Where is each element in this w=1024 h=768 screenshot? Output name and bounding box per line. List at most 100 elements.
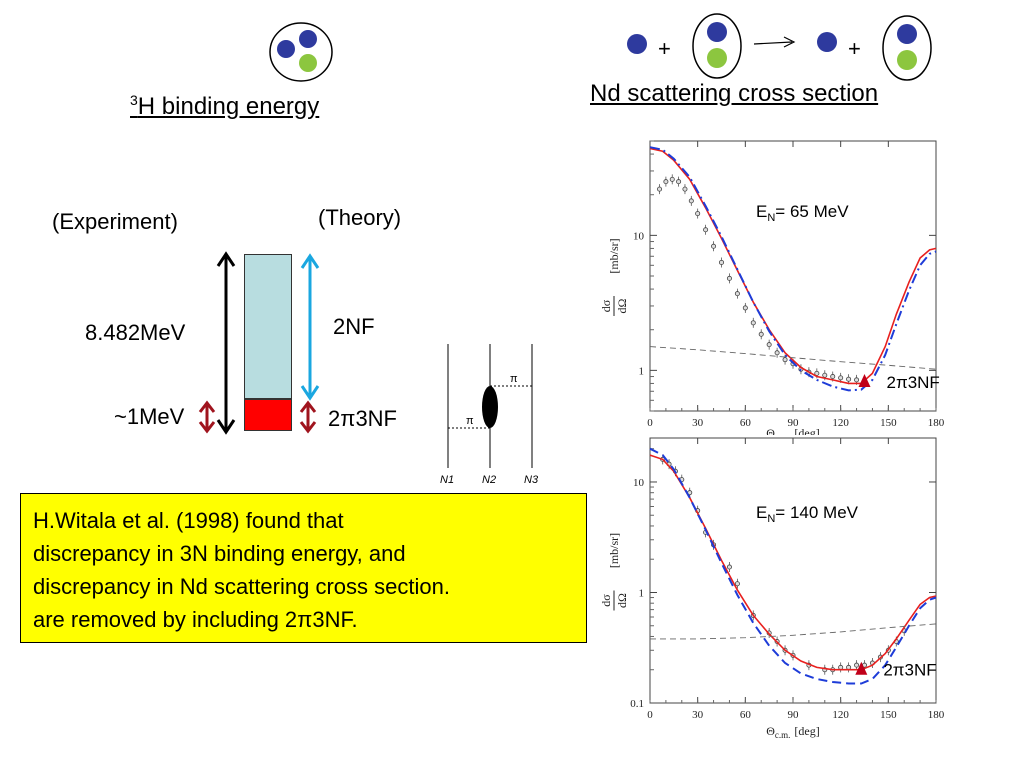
data-point <box>676 179 682 185</box>
marker-label-suffix: 3NF <box>905 661 937 680</box>
data-point <box>854 662 860 668</box>
y-label-numerator: dσ <box>599 594 613 607</box>
annotation-sub: N <box>767 513 775 525</box>
data-point <box>742 305 748 311</box>
neutron-out-icon <box>817 32 837 52</box>
neutron-in-icon <box>627 34 647 54</box>
pion-upper-label: π <box>510 373 518 385</box>
y-tick-label: 1 <box>639 587 645 599</box>
data-point <box>734 581 740 587</box>
curve-dashdot <box>649 146 937 392</box>
data-point <box>750 320 756 326</box>
x-tick-label: 30 <box>692 417 704 429</box>
x-label-sub: c.m. <box>775 432 791 435</box>
nucleon-1-label: N1 <box>440 474 454 486</box>
x-label-theta: Θ <box>766 724 775 738</box>
data-point <box>758 331 764 337</box>
y-label-unit: [mb/sr] <box>607 238 621 273</box>
plus-sign-2: + <box>848 36 861 61</box>
x-tick-label: 0 <box>647 709 653 721</box>
energy-annotation: EN= 140 MeV <box>756 503 859 525</box>
3nf-marker-triangle <box>855 661 868 675</box>
nucleon-3-label: N3 <box>524 474 539 486</box>
data-point <box>774 350 780 356</box>
annotation-E: E <box>756 503 767 522</box>
conclusion-box: H.Witala et al. (1998) found that discre… <box>20 493 587 643</box>
deuteron-in-icon <box>692 13 742 79</box>
x-tick-label: 0 <box>647 417 653 429</box>
x-axis-label: Θc.m.[deg] <box>766 426 820 435</box>
y-axis-label: dσ dΩ [mb/sr] <box>599 533 629 611</box>
y-label-denominator: dΩ <box>615 593 629 608</box>
caption-line-2: discrepancy in 3N binding energy, and <box>33 541 406 566</box>
3nf-label: 2π3NF <box>328 406 397 431</box>
binding-energy-value: 8.482MeV <box>85 320 186 345</box>
approx-energy-arrow <box>198 400 216 434</box>
marker-label-suffix: 3NF <box>908 373 940 392</box>
experiment-label: (Experiment) <box>52 209 178 234</box>
caption-line-3: discrepancy in Nd scattering cross secti… <box>33 574 450 599</box>
data-point <box>846 664 852 670</box>
annotation-E: E <box>756 202 767 221</box>
x-tick-label: 120 <box>832 709 849 721</box>
annotation-sub: N <box>767 212 775 224</box>
data-point <box>682 186 688 192</box>
three-nucleon-force-diagram: π π N1 N2 N3 <box>440 344 539 486</box>
data-point <box>688 198 694 204</box>
y-tick-label: 10 <box>633 477 645 489</box>
plus-sign-1: + <box>658 36 671 61</box>
deuteron-out-icon <box>882 15 932 81</box>
nucleon-2-label: N2 <box>482 474 496 486</box>
data-point <box>782 357 788 363</box>
plot-frame <box>649 140 937 412</box>
y-label-denominator: dΩ <box>615 298 629 313</box>
data-point <box>719 259 725 265</box>
curve-dashed <box>649 447 937 685</box>
x-axis-label: Θc.m.[deg] <box>766 724 820 740</box>
theory-3nf-bar <box>244 399 292 431</box>
y-tick-label: 10 <box>633 230 645 242</box>
annotation-value: = 65 MeV <box>775 202 849 221</box>
3nf-marker-label: 2π3NF <box>883 661 936 680</box>
x-tick-label: 180 <box>928 417 945 429</box>
x-label-unit: [deg] <box>794 426 819 435</box>
data-point <box>854 377 860 383</box>
curve-solid <box>649 454 937 671</box>
data-point <box>711 243 717 249</box>
data-point <box>663 179 669 185</box>
x-tick-label: 120 <box>832 417 849 429</box>
curve-dashed <box>650 623 937 640</box>
x-tick-label: 150 <box>880 417 897 429</box>
experiment-energy-arrow <box>216 251 236 435</box>
theory-2nf-bar <box>244 254 292 399</box>
data-point <box>814 370 820 376</box>
data-point <box>726 275 732 281</box>
data-point <box>734 291 740 297</box>
x-label-sub: c.m. <box>775 730 791 740</box>
y-tick-label: 1 <box>639 365 645 377</box>
annotation-value: = 140 MeV <box>775 503 858 522</box>
data-point <box>766 342 772 348</box>
binding-energy-title: 3H binding energy <box>130 92 320 120</box>
curve-dashed <box>649 346 937 370</box>
y-axis-label: dσ dΩ [mb/sr] <box>599 238 629 316</box>
data-point <box>726 564 732 570</box>
x-tick-label: 60 <box>740 709 752 721</box>
nd-reaction-diagram: + + <box>627 13 932 81</box>
x-tick-label: 150 <box>880 709 897 721</box>
data-point <box>822 372 828 378</box>
x-tick-label: 60 <box>740 417 752 429</box>
data-point <box>846 376 852 382</box>
x-label-theta: Θ <box>766 426 775 435</box>
data-point <box>669 176 675 182</box>
data-point <box>838 664 844 670</box>
2nf-label: 2NF <box>333 314 375 339</box>
marker-label-pi: π <box>896 373 908 392</box>
x-tick-label: 30 <box>692 709 704 721</box>
y-label-unit: [mb/sr] <box>607 533 621 568</box>
2nf-arrow <box>300 253 320 401</box>
pion-lower-label: π <box>466 415 474 427</box>
3nf-arrow <box>299 400 317 434</box>
curve-solid <box>649 147 937 385</box>
